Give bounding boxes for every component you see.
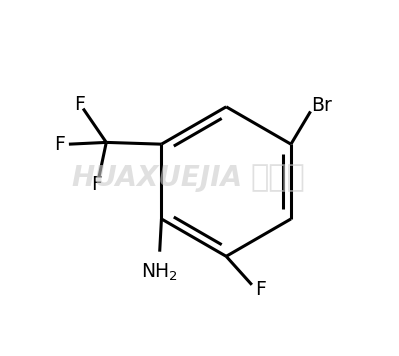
Text: 化学加: 化学加 bbox=[251, 163, 305, 193]
Text: F: F bbox=[255, 279, 266, 299]
Text: HUAXUEJIA: HUAXUEJIA bbox=[71, 164, 242, 192]
Text: F: F bbox=[74, 95, 85, 114]
Text: NH$_2$: NH$_2$ bbox=[141, 262, 178, 283]
Text: F: F bbox=[55, 135, 65, 154]
Text: F: F bbox=[91, 174, 102, 194]
Text: Br: Br bbox=[311, 95, 332, 115]
